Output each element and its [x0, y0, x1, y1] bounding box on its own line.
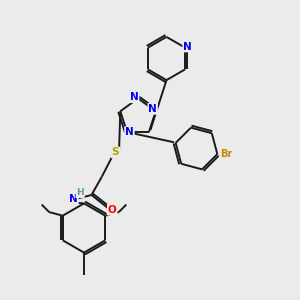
Text: O: O [108, 205, 117, 215]
Text: N: N [130, 92, 139, 102]
Text: Br: Br [220, 149, 232, 159]
Text: N: N [125, 127, 134, 137]
Text: H: H [76, 188, 84, 197]
Text: S: S [112, 147, 119, 158]
Text: N: N [69, 194, 78, 205]
Text: N: N [183, 41, 192, 52]
Text: N: N [148, 104, 157, 114]
